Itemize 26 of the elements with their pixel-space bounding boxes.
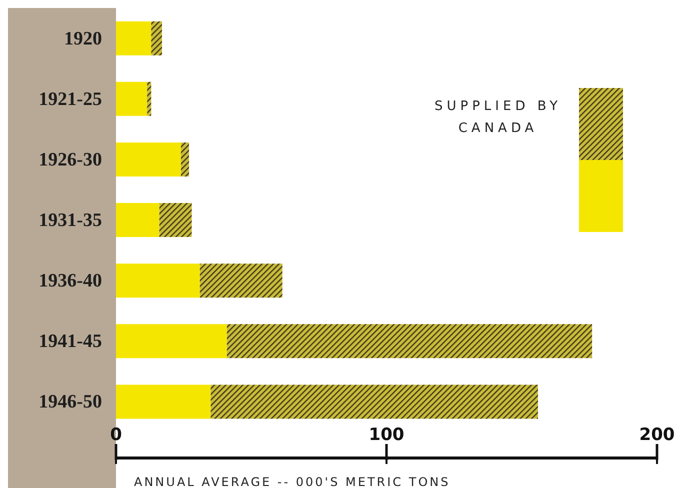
y-tick-label: 1926-30 (38, 149, 102, 170)
bar (226, 324, 592, 358)
bar (116, 203, 160, 238)
bar (200, 264, 282, 298)
y-tick-label: 1946-50 (38, 392, 102, 413)
bar (116, 264, 200, 298)
x-tick-label: 0 (110, 425, 122, 445)
y-tick-label: 1931-35 (38, 210, 102, 231)
x-axis-title: ANNUAL AVERAGE -- 000'S METRIC TONS (134, 475, 450, 488)
bar (116, 384, 211, 419)
y-tick-label: 1936-40 (38, 270, 102, 292)
x-tick-label: 200 (639, 425, 675, 445)
bar (159, 203, 192, 238)
text: SUPPLIED BY CANADA (433, 98, 563, 138)
x-tick-label: 100 (368, 425, 404, 445)
y-tick-label: 1920 (64, 28, 102, 50)
y-tick-label: 1941-45 (38, 331, 102, 352)
bar (116, 142, 181, 176)
bar (116, 82, 148, 116)
bar (151, 21, 162, 56)
bar (116, 324, 227, 358)
bar (116, 21, 152, 56)
bar (180, 142, 190, 176)
y-tick-label: 1921-25 (38, 88, 102, 110)
bar (147, 82, 152, 116)
bar (210, 384, 538, 419)
